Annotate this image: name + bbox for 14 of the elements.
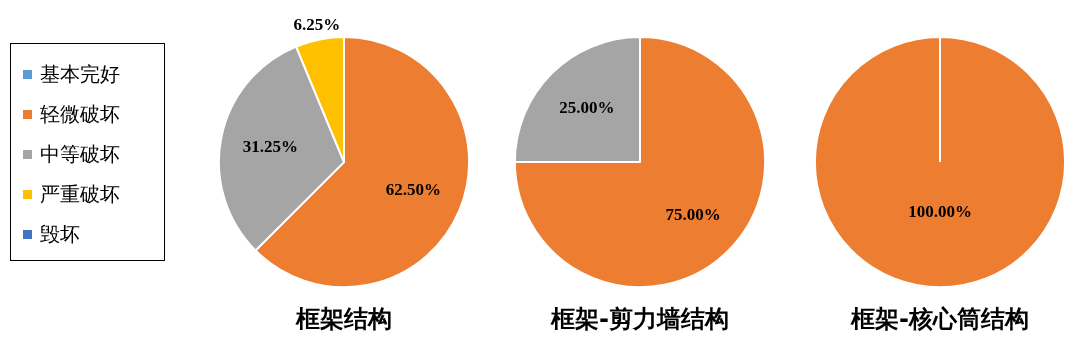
data-label: 75.00% [665,204,721,224]
text: 框架-核心筒结构 [850,304,1029,333]
legend-label: 轻微破坏 [40,100,120,128]
legend-label: 严重破坏 [40,180,120,208]
text: 框架-剪力墙结构 [550,304,729,333]
data-label: 25.00% [559,98,615,118]
data-label: 62.50% [385,180,441,200]
data-label: 31.25% [242,136,299,156]
data-label: 6.25% [293,15,341,35]
legend-label: 毁坏 [40,220,80,248]
data-label: 100.00% [908,201,972,221]
text: 框架结构 [295,304,392,333]
legend-label: 基本完好 [40,60,120,88]
legend-label: 中等破坏 [40,140,120,168]
